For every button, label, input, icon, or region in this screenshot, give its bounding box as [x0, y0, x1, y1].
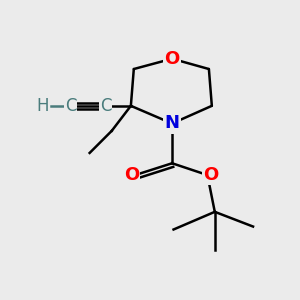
Text: N: N — [165, 115, 180, 133]
Text: H: H — [36, 97, 49, 115]
Text: O: O — [124, 166, 139, 184]
Text: C: C — [100, 97, 112, 115]
Text: C: C — [65, 97, 76, 115]
Text: O: O — [203, 166, 218, 184]
Text: O: O — [164, 50, 180, 68]
